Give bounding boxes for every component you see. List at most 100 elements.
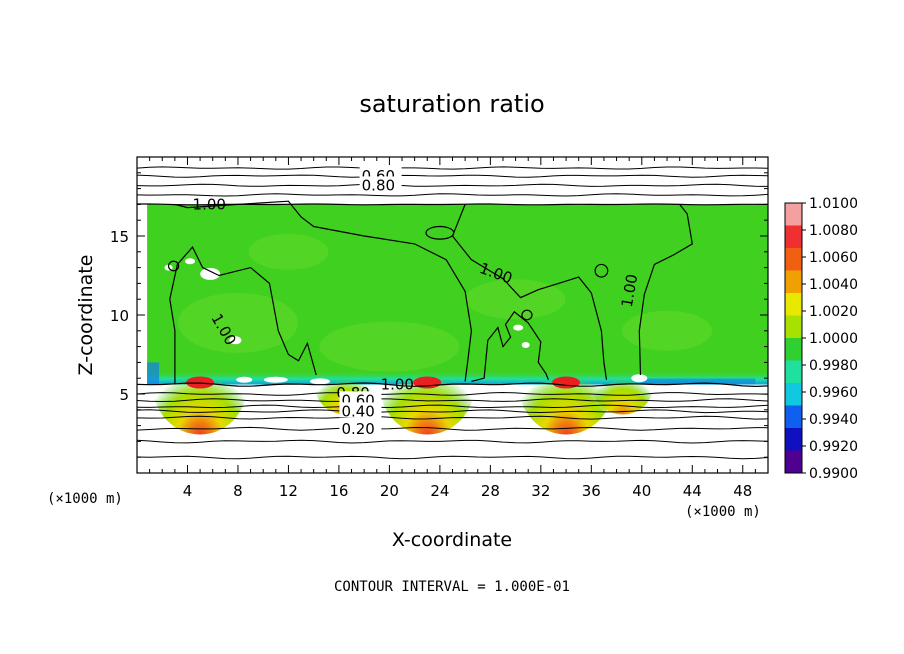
unsaturated-pocket bbox=[263, 376, 288, 383]
colorbar-swatch bbox=[785, 248, 802, 271]
contour-one-3 bbox=[471, 310, 549, 382]
colorbar-tick-label: 1.0060 bbox=[809, 250, 858, 266]
colorbar-swatch bbox=[785, 270, 802, 294]
colorbar-tick-label: 0.9940 bbox=[809, 412, 858, 428]
chart-title: saturation ratio bbox=[359, 90, 544, 118]
contour-label-bg bbox=[339, 402, 382, 418]
contour-label: 0.80 bbox=[362, 176, 395, 194]
contour-label-group: 0.20 bbox=[339, 419, 382, 438]
colorbar-swatch bbox=[785, 315, 802, 339]
saturation-field bbox=[147, 204, 768, 435]
x-tick-label: 48 bbox=[733, 482, 752, 500]
contour-one-1 bbox=[169, 246, 317, 385]
x-unit-right: (×1000 m) bbox=[685, 504, 761, 520]
unsaturated-pocket bbox=[521, 342, 530, 349]
colorbar: 1.0100 1.0080 1.0060 1.0040 1.0020 1.0000 0.99… bbox=[784, 196, 858, 482]
x-tick-label: 8 bbox=[233, 482, 243, 500]
contour-below bbox=[137, 409, 768, 414]
colorbar-swatch bbox=[785, 405, 802, 429]
unsaturated-pocket bbox=[309, 378, 330, 385]
contour-label-bg bbox=[339, 419, 382, 435]
y-axis-label: Z-coordinate bbox=[75, 255, 97, 376]
contour-below bbox=[137, 404, 768, 409]
colorbar-swatch bbox=[785, 203, 802, 226]
colorbar-tick-label: 0.9960 bbox=[809, 385, 858, 401]
field-patch bbox=[622, 310, 713, 351]
contour-below bbox=[137, 439, 768, 444]
colorbar-tick-label: 0.9920 bbox=[809, 439, 858, 455]
y-axis-ticks: 5 10 15 bbox=[110, 172, 768, 458]
plot-area bbox=[136, 156, 769, 474]
x-tick-label: 40 bbox=[632, 482, 651, 500]
contour-label-bg bbox=[359, 176, 402, 192]
contour-label-group: 1.00 bbox=[193, 195, 226, 213]
y-tick-label: 10 bbox=[110, 307, 129, 325]
x-tick-label: 44 bbox=[683, 482, 702, 500]
colorbar-tick-label: 1.0040 bbox=[809, 277, 858, 293]
colorbar-swatch bbox=[785, 338, 802, 361]
cloud-base-contour bbox=[137, 382, 768, 388]
x-tick-label: 4 bbox=[183, 482, 193, 500]
x-axis-ticks: 4 8 12 16 20 24 28 32 36 40 44 48 bbox=[149, 157, 756, 500]
contour-above bbox=[137, 193, 768, 197]
contour-label-group: 0.40 bbox=[339, 402, 382, 420]
contour-lines bbox=[137, 166, 768, 460]
contour-label: 1.00 bbox=[193, 195, 226, 213]
colorbar-tick-label: 0.9980 bbox=[809, 358, 858, 374]
colorbar-swatch bbox=[785, 428, 802, 451]
unsaturated-pocket bbox=[200, 267, 221, 280]
contour-above bbox=[137, 174, 768, 178]
contour-interval-note: CONTOUR INTERVAL = 1.000E-01 bbox=[334, 579, 570, 595]
contour-label: 1.00 bbox=[381, 376, 414, 394]
y-tick-label: 5 bbox=[119, 386, 129, 404]
hot-spot-core-4 bbox=[552, 376, 581, 389]
colorbar-tick-label: 1.0080 bbox=[809, 223, 858, 239]
contour-above bbox=[137, 183, 768, 187]
contour-below bbox=[137, 415, 768, 420]
contour-label: 0.40 bbox=[341, 402, 374, 420]
contour-below bbox=[137, 391, 768, 396]
contour-one-5 bbox=[638, 204, 693, 376]
x-tick-label: 32 bbox=[531, 482, 550, 500]
contour-below bbox=[137, 398, 768, 403]
unsaturated-pocket bbox=[631, 374, 648, 383]
colorbar-swatch bbox=[785, 225, 802, 249]
colorbar-tick-label: 1.0000 bbox=[809, 331, 858, 347]
x-unit-left: (×1000 m) bbox=[47, 491, 123, 507]
colorbar-swatch bbox=[785, 383, 802, 406]
colorbar-tick-label: 0.9900 bbox=[809, 466, 858, 482]
field-patch bbox=[248, 233, 329, 270]
x-tick-label: 24 bbox=[430, 482, 449, 500]
contour-label-group: 1.00 bbox=[618, 273, 642, 309]
contour-one-closed bbox=[167, 260, 180, 272]
contour-label-group: 0.80 bbox=[359, 176, 402, 194]
colorbar-swatch bbox=[785, 293, 802, 316]
contour-label: 0.20 bbox=[341, 420, 374, 438]
contour-one-closed bbox=[425, 225, 455, 240]
contour-above bbox=[137, 166, 768, 170]
y-tick-label: 15 bbox=[110, 228, 129, 246]
contour-one-2 bbox=[174, 200, 473, 382]
unsaturated-pocket bbox=[229, 336, 242, 345]
colorbar-tick-label: 1.0020 bbox=[809, 304, 858, 320]
x-axis-label: X-coordinate bbox=[392, 529, 512, 551]
colorbar-swatch bbox=[785, 450, 802, 474]
colorbar-tick-label: 1.0100 bbox=[809, 196, 858, 212]
unsaturated-pocket bbox=[513, 324, 524, 331]
contour-label: 1.00 bbox=[618, 273, 642, 309]
x-tick-label: 20 bbox=[380, 482, 399, 500]
x-tick-label: 28 bbox=[481, 482, 500, 500]
right-base-dry bbox=[641, 378, 756, 385]
contour-below bbox=[137, 455, 768, 460]
colorbar-swatch bbox=[785, 360, 802, 384]
contour-below bbox=[137, 426, 768, 431]
unsaturated-pocket bbox=[236, 376, 253, 383]
contour-label-group: 1.00 bbox=[381, 376, 414, 394]
contour-one-closed bbox=[594, 263, 609, 278]
x-tick-label: 36 bbox=[582, 482, 601, 500]
x-tick-label: 12 bbox=[279, 482, 298, 500]
x-tick-label: 16 bbox=[329, 482, 348, 500]
contour-one-closed bbox=[521, 309, 533, 321]
unsaturated-pocket bbox=[185, 258, 196, 265]
